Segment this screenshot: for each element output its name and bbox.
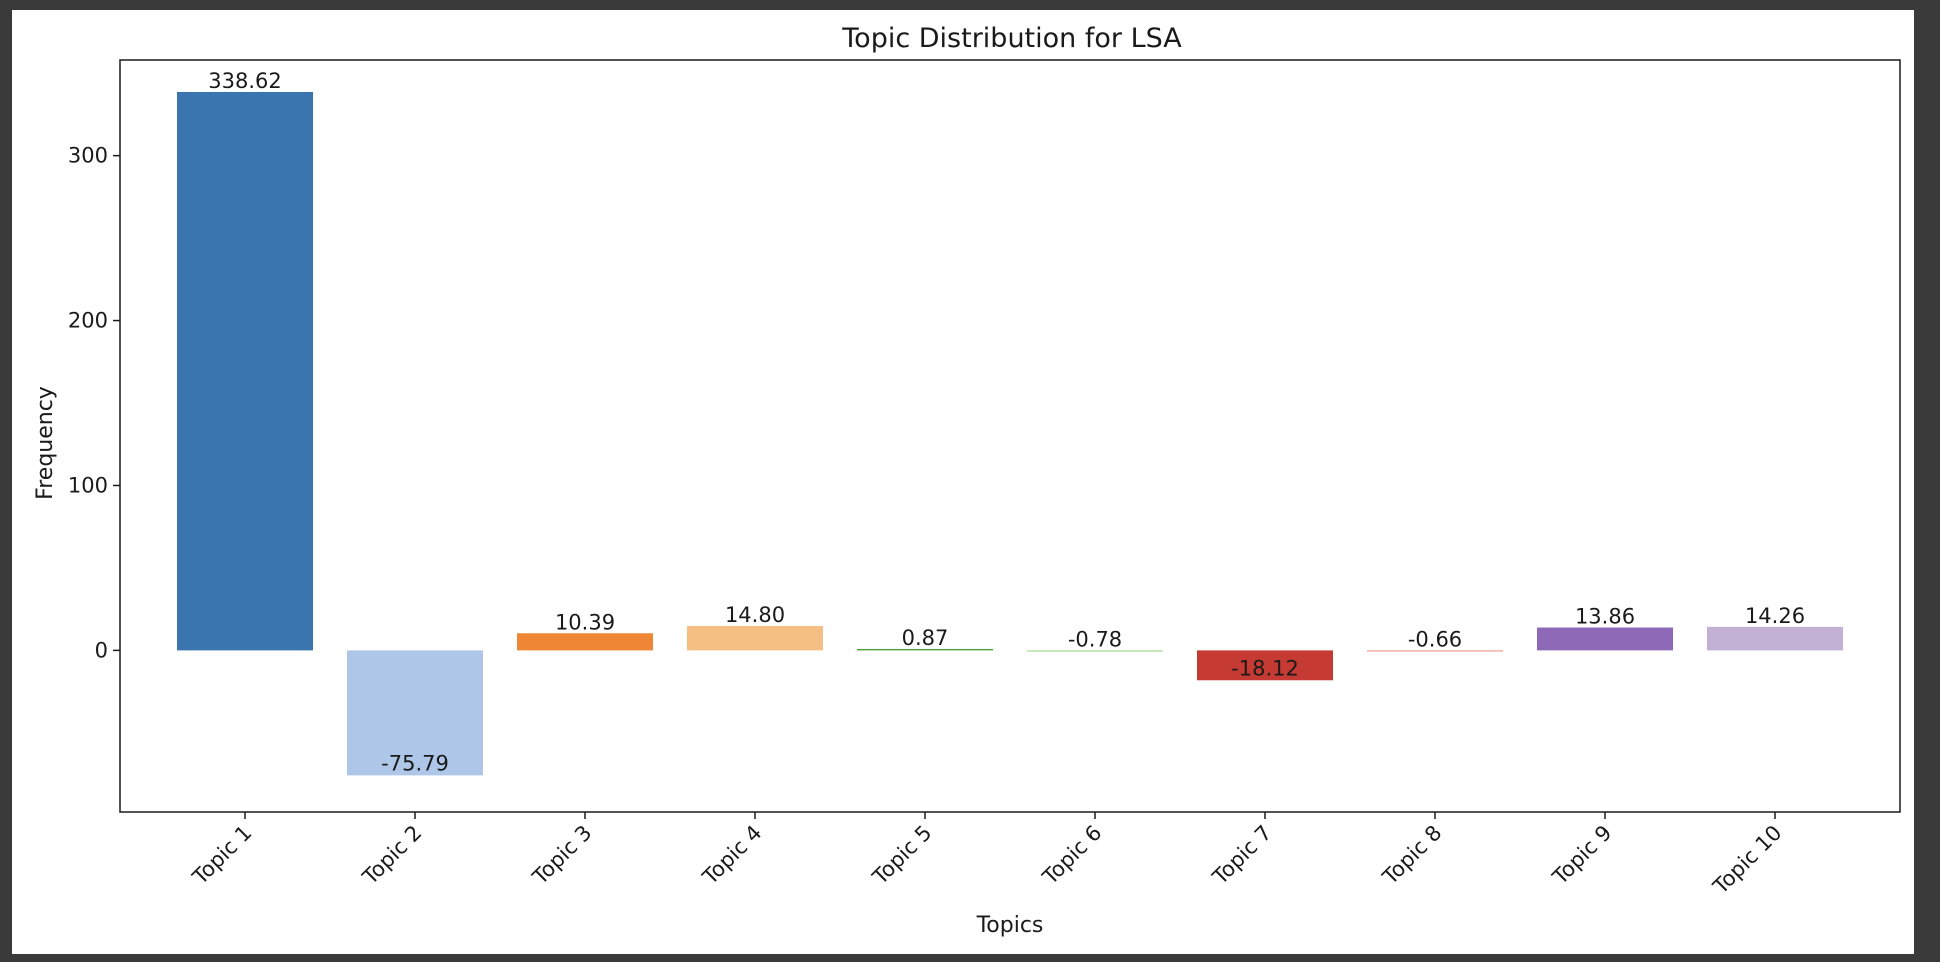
x-tick-label: Topic 9 xyxy=(1547,821,1616,890)
data-label: 0.87 xyxy=(902,626,949,650)
x-tick-label: Topic 3 xyxy=(527,821,596,890)
x-tick-label: Topic 8 xyxy=(1377,821,1446,890)
data-label: -18.12 xyxy=(1231,656,1299,680)
bars-layer xyxy=(177,91,1843,776)
x-tick-label: Topic 7 xyxy=(1207,821,1276,890)
data-label: 10.39 xyxy=(555,610,615,634)
data-label: 13.86 xyxy=(1575,605,1635,629)
data-label: -0.78 xyxy=(1068,628,1122,652)
plot-area-border xyxy=(119,59,1901,813)
bar-topic-2 xyxy=(347,650,483,776)
x-tick-label: Topic 2 xyxy=(357,821,426,890)
y-tick-label: 200 xyxy=(68,309,108,333)
bar-chart: Topic Distribution for LSA Topics Freque… xyxy=(33,23,1901,938)
axes-layer: Topic 1 Topic 2 Topic 3 Topic 4 Topic 5 Topic… xyxy=(68,59,1901,900)
data-label: 338.62 xyxy=(208,69,281,93)
data-label: -75.79 xyxy=(381,751,449,775)
y-axis-label: Frequency xyxy=(33,386,58,500)
x-tick-label: Topic 10 xyxy=(1708,821,1787,900)
figure-canvas: Topic Distribution for LSA Topics Freque… xyxy=(12,10,1914,954)
bar-topic-4 xyxy=(687,625,823,651)
x-tick-label: Topic 5 xyxy=(867,821,936,890)
x-tick-label: Topic 6 xyxy=(1037,821,1106,890)
y-tick-label: 0 xyxy=(95,638,108,662)
bar-topic-10 xyxy=(1707,626,1843,651)
bar-topic-7 xyxy=(1197,650,1333,681)
x-tick-label: Topic 1 xyxy=(187,821,256,890)
data-labels-layer: 338.62 -75.79 10.39 14.80 0.87 -0.78 -18.12 -0.… xyxy=(208,69,1805,775)
x-axis-label: Topics xyxy=(976,913,1044,938)
bar-topic-5 xyxy=(857,648,993,651)
bar-topic-9 xyxy=(1537,627,1673,651)
data-label: 14.80 xyxy=(725,603,785,627)
bar-topic-3 xyxy=(517,633,653,651)
data-label: 14.26 xyxy=(1745,604,1805,628)
bar-topic-6 xyxy=(1027,650,1163,652)
chart-title: Topic Distribution for LSA xyxy=(841,23,1182,54)
y-tick-label: 100 xyxy=(68,473,108,497)
bar-topic-1 xyxy=(177,91,313,651)
data-label: -0.66 xyxy=(1408,627,1462,651)
bar-topic-8 xyxy=(1367,650,1503,652)
y-tick-label: 300 xyxy=(68,144,108,168)
x-tick-label: Topic 4 xyxy=(697,821,766,890)
